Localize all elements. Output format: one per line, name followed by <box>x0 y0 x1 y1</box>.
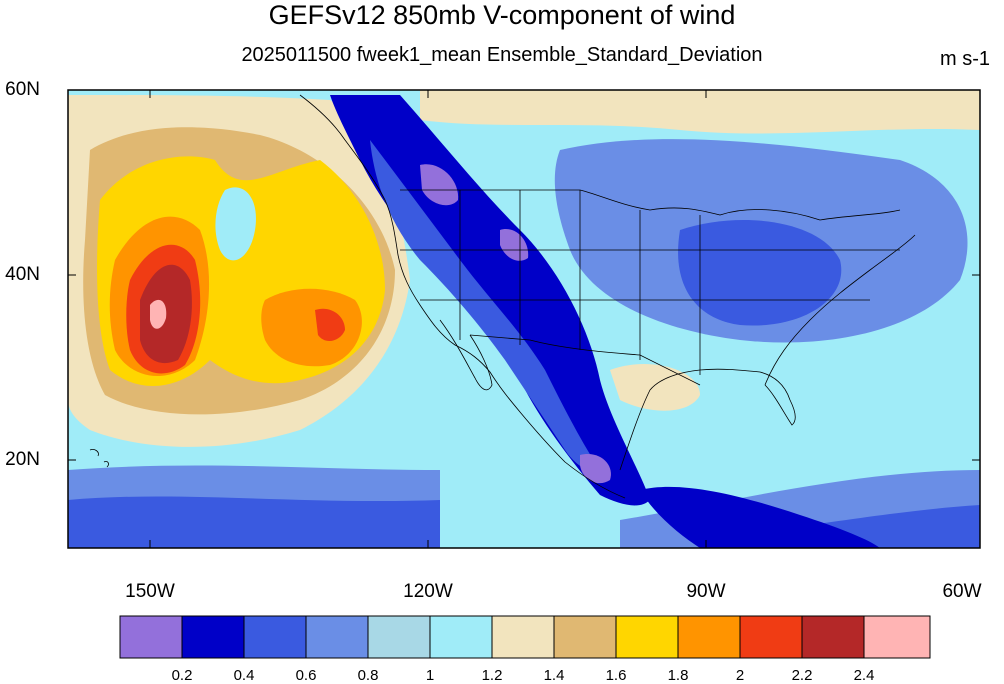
coastline-baja <box>439 319 493 391</box>
units-label: m s-1 <box>940 48 990 70</box>
colorbar-label: 2.4 <box>853 667 875 684</box>
lon-label-60w: 60W <box>942 581 982 602</box>
field-north-tan <box>420 90 980 134</box>
map-frame <box>67 89 981 549</box>
field-pacific-light-pocket <box>215 187 256 261</box>
lat-label-40n: 40N <box>5 264 40 285</box>
colorbar-label: 0.6 <box>295 667 317 684</box>
colorbar-swatch-3 <box>244 616 306 658</box>
coastline-gulf <box>619 368 796 471</box>
colorbar-swatch-1 <box>120 616 182 658</box>
colorbar-label: 1.8 <box>667 667 689 684</box>
field-gulf-light <box>610 364 700 411</box>
colorbar-swatch-8 <box>554 616 616 658</box>
colorbar-label: 2 <box>735 667 745 684</box>
colorbar-label: 0.4 <box>233 667 255 684</box>
coastline-east <box>764 234 916 386</box>
colorbar-swatch-9 <box>616 616 678 658</box>
lon-label-90w: 90W <box>686 581 726 602</box>
colorbar-swatch-7 <box>492 616 554 658</box>
colorbar-swatch-13 <box>864 616 930 658</box>
chart-subtitle: 2025011500 fweek1_mean Ensemble_Standard… <box>241 44 763 66</box>
coastlines <box>89 94 916 499</box>
field-rockies-med <box>370 140 600 472</box>
colorbar-label: 1 <box>425 667 435 684</box>
lat-label-60n: 60N <box>5 79 40 100</box>
colorbar-swatch-11 <box>740 616 802 658</box>
canada-border <box>400 189 901 221</box>
field-rockies-purple <box>420 164 459 206</box>
colorbar <box>119 615 931 659</box>
colorbar-label: 0.2 <box>171 667 193 684</box>
field-pacific-pink <box>150 299 167 329</box>
colorbar-label: 1.2 <box>481 667 503 684</box>
field-rockies-purple-2 <box>500 229 529 261</box>
colorbar-label: 1.4 <box>543 667 565 684</box>
colorbar-swatch-12 <box>802 616 864 658</box>
coastline-west <box>299 94 626 499</box>
field-pacific-orange-2 <box>261 288 362 367</box>
colorbar-swatch-5 <box>368 616 430 658</box>
chart-title: GEFSv12 850mb V-component of wind <box>268 0 736 30</box>
colorbar-swatch-10 <box>678 616 740 658</box>
field-central-america-blue <box>640 486 880 548</box>
field-mexico-purple <box>580 454 611 484</box>
field-south-band-deep <box>68 496 440 548</box>
field-great-lakes <box>678 220 842 326</box>
lon-label-150w: 150W <box>125 581 175 602</box>
lon-label-120w: 120W <box>403 581 453 602</box>
mexico-border <box>469 334 701 386</box>
wind-std-field <box>68 90 980 548</box>
ticks <box>68 89 981 548</box>
colorbar-label: 2.2 <box>791 667 813 684</box>
field-pacific-red-2 <box>315 308 345 342</box>
lat-label-20n: 20N <box>5 449 40 470</box>
hawaii <box>89 449 109 468</box>
colorbar-swatch-4 <box>306 616 368 658</box>
colorbar-swatch-2 <box>182 616 244 658</box>
colorbar-label: 0.8 <box>357 667 379 684</box>
colorbar-label: 1.6 <box>605 667 627 684</box>
colorbar-swatch-6 <box>430 616 492 658</box>
